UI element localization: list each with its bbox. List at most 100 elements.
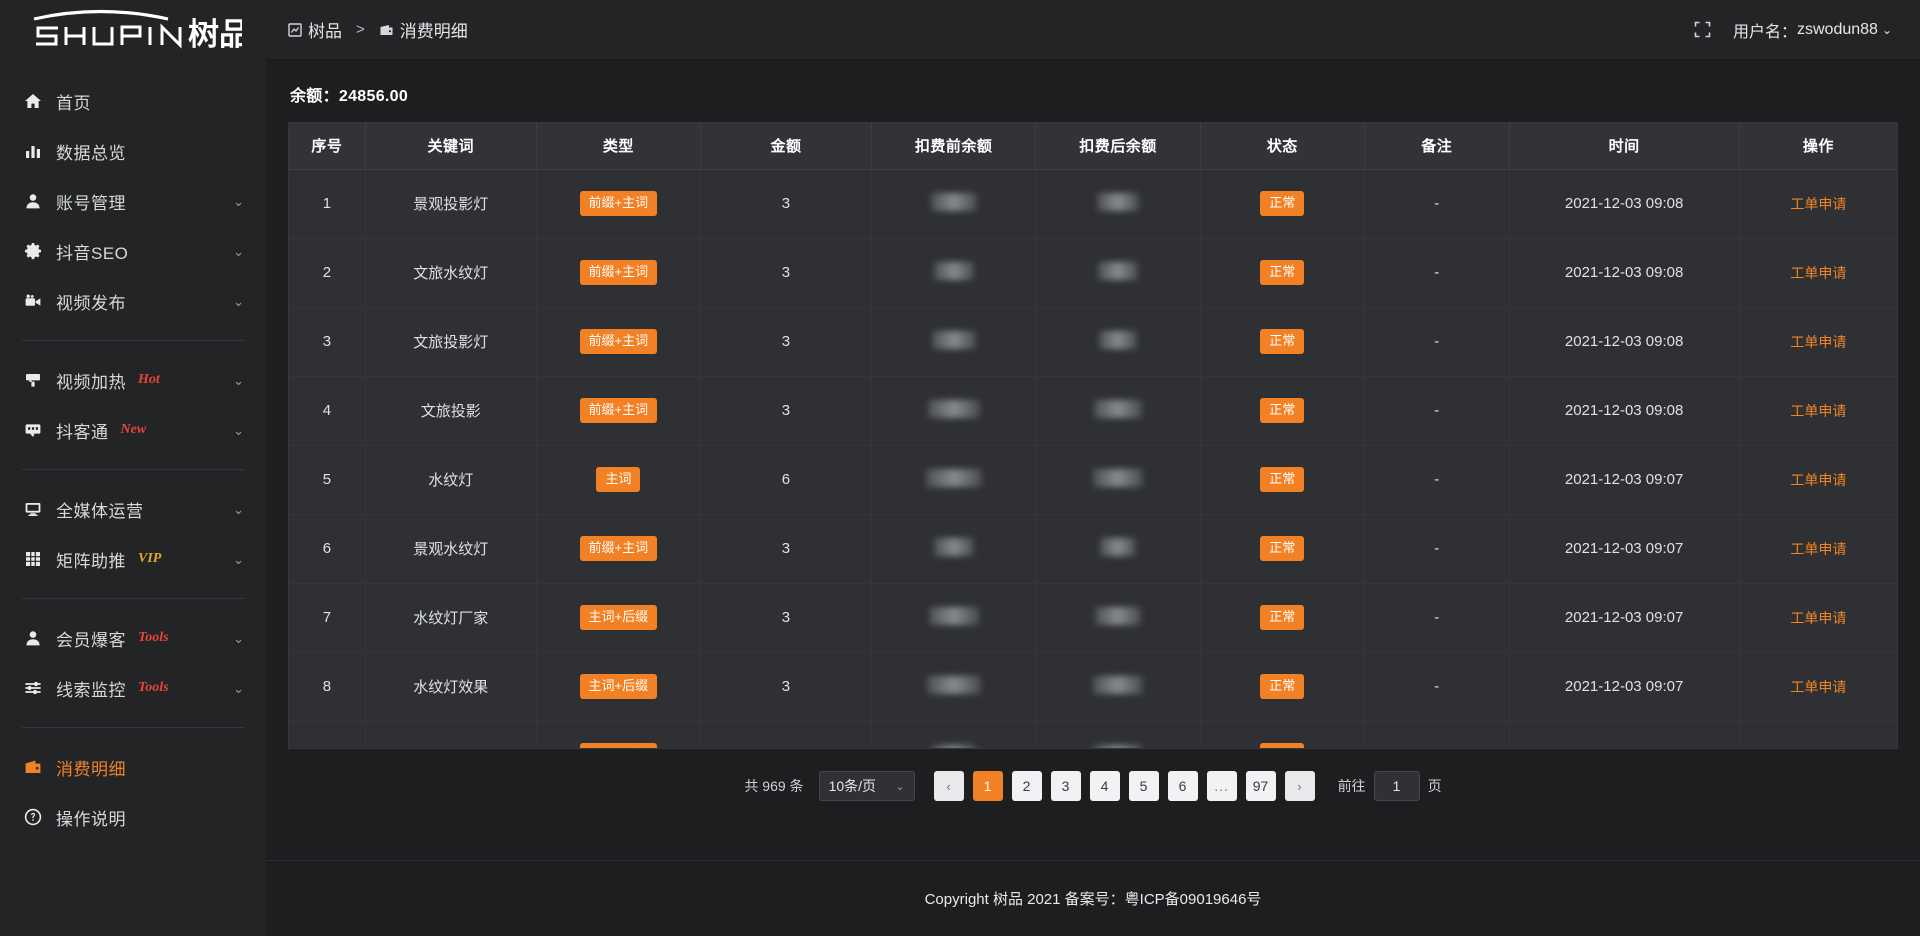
chevron-down-icon: ⌄: [233, 630, 244, 646]
cell-remark: -: [1364, 721, 1510, 748]
wallet-icon: [379, 23, 394, 37]
pagination-prev[interactable]: ‹: [933, 771, 964, 801]
cell-time: 2021-12-03 09:08: [1509, 169, 1740, 239]
cell-balance-before: [871, 307, 1037, 377]
table-row[interactable]: 6 景观水纹灯 前缀+主词 3 正常 -2021-12-03 09:07 工单申请: [289, 514, 1897, 584]
cell-index: 8: [289, 652, 366, 722]
sidebar-item-12[interactable]: 操作说明: [0, 792, 266, 842]
goto-input[interactable]: [1373, 771, 1420, 801]
pagination-page-97[interactable]: 97: [1245, 771, 1276, 801]
consumption-table-wrapper: 序号 关键词 类型 金额 扣费前余额 扣费后余额 状态 备注 时间 操作 1 景观投影灯 前缀+主词 3…: [288, 122, 1898, 749]
sidebar-nav: 首页 数据总览 账号管理 ⌄ 抖音SEO ⌄ 视频发布 ⌄ 视频加热 Hot ⌄ 抖客通 New ⌄ 全媒体…: [0, 60, 266, 842]
cell-balance-after: [1035, 376, 1201, 446]
work-order-link[interactable]: 工单申请: [1790, 402, 1847, 419]
pagination-page-4[interactable]: 4: [1089, 771, 1120, 801]
chevron-down-icon: ⌄: [895, 780, 905, 793]
cell-type: 前缀+主词: [536, 238, 702, 308]
table-row[interactable]: 1 景观投影灯 前缀+主词 3 正常 -2021-12-03 09:08 工单申请: [289, 169, 1897, 239]
pagination-page-6[interactable]: 6: [1167, 771, 1198, 801]
table-row[interactable]: 4 文旅投影 前缀+主词 3 正常 -2021-12-03 09:08 工单申请: [289, 376, 1897, 446]
type-badge: 前缀+主词: [579, 260, 658, 285]
sidebar-item-7[interactable]: 全媒体运营 ⌄: [0, 484, 266, 534]
sidebar-item-label: 抖客通: [56, 422, 109, 442]
cell-index: 2: [289, 238, 366, 308]
work-order-link[interactable]: 工单申请: [1790, 748, 1846, 749]
work-order-link[interactable]: 工单申请: [1790, 540, 1847, 557]
cell-balance-before: [871, 445, 1037, 515]
sidebar-item-3[interactable]: 抖音SEO ⌄: [0, 226, 266, 276]
table-column-header: 时间: [1509, 123, 1740, 170]
sidebar-item-10[interactable]: 线索监控 Tools ⌄: [0, 663, 266, 713]
work-order-link[interactable]: 工单申请: [1790, 333, 1847, 350]
pagination-next[interactable]: ›: [1284, 771, 1315, 801]
brand-logo[interactable]: 树品: [0, 0, 266, 60]
redacted-value: [1096, 192, 1139, 211]
table-row[interactable]: 9投影灯厂家主词+后缀 3 正常 -2021-12-03 09:07 工单申请: [289, 721, 1897, 749]
work-order-link[interactable]: 工单申请: [1790, 609, 1847, 626]
table-row[interactable]: 8 水纹灯效果 主词+后缀 3 正常 -2021-12-03 09:07 工单申请: [289, 652, 1897, 722]
cell-status: 正常: [1200, 652, 1365, 722]
sidebar-item-2[interactable]: 账号管理 ⌄: [0, 176, 266, 226]
cell-time: 2021-12-03 09:08: [1509, 376, 1740, 446]
status-badge: 正常: [1260, 398, 1305, 423]
cell-status: 正常: [1200, 721, 1365, 748]
user-name: zswodun88: [1796, 20, 1878, 38]
work-order-link[interactable]: 工单申请: [1790, 678, 1847, 695]
content: 余额：24856.00 序号 关键词 类型 金额 扣费前余额 扣费后余额 状态 备注 时间 操作 …: [266, 60, 1920, 860]
table-row[interactable]: 5 水纹灯 主词 6 正常 -2021-12-03 09:07 工单申请: [289, 445, 1897, 515]
sidebar-item-1[interactable]: 数据总览: [0, 126, 266, 176]
cell-index: 4: [289, 376, 366, 446]
consumption-table: 序号 关键词 类型 金额 扣费前余额 扣费后余额 状态 备注 时间 操作 1 景观投影灯 前缀+主词 3…: [289, 123, 1897, 749]
pagination-page-2[interactable]: 2: [1011, 771, 1042, 801]
breadcrumb: 树品 > 消费明细: [288, 17, 468, 42]
redacted-value: [1097, 261, 1138, 280]
type-badge: 前缀+主词: [579, 398, 658, 423]
cell-action: 工单申请: [1739, 307, 1897, 377]
work-order-link[interactable]: 工单申请: [1790, 471, 1847, 488]
cell-keyword: 投影灯厂家: [365, 721, 537, 748]
cell-time: 2021-12-03 09:07: [1509, 445, 1740, 515]
pagination-page-3[interactable]: 3: [1050, 771, 1081, 801]
type-badge: 前缀+主词: [579, 191, 658, 216]
cell-balance-before: [871, 514, 1037, 584]
cell-time: 2021-12-03 09:08: [1509, 307, 1740, 377]
sidebar-item-label: 会员爆客: [56, 630, 126, 650]
sidebar-item-11[interactable]: 消费明细: [0, 742, 266, 792]
work-order-link[interactable]: 工单申请: [1790, 264, 1847, 281]
sidebar-item-label: 线索监控: [56, 680, 126, 700]
type-badge: 前缀+主词: [579, 329, 658, 354]
goto-suffix: 页: [1427, 778, 1442, 794]
work-order-link[interactable]: 工单申请: [1790, 195, 1847, 212]
cell-remark: -: [1364, 238, 1510, 308]
cell-time: 2021-12-03 09:07: [1509, 721, 1740, 748]
sidebar-item-5[interactable]: 视频加热 Hot ⌄: [0, 355, 266, 405]
sidebar-item-0[interactable]: 首页: [0, 76, 266, 126]
cell-balance-before: [871, 652, 1037, 722]
redacted-value: [931, 330, 976, 349]
table-row[interactable]: 7 水纹灯厂家 主词+后缀 3 正常 -2021-12-03 09:07 工单申请: [289, 583, 1897, 653]
table-header-row: 序号 关键词 类型 金额 扣费前余额 扣费后余额 状态 备注 时间 操作: [289, 123, 1897, 170]
cell-remark: -: [1364, 376, 1510, 446]
sidebar-item-6[interactable]: 抖客通 New ⌄: [0, 405, 266, 455]
user-menu[interactable]: 用户名： zswodun88 ⌄: [1733, 18, 1892, 42]
table-row[interactable]: 3 文旅投影灯 前缀+主词 3 正常 -2021-12-03 09:08 工单申请: [289, 307, 1897, 377]
pagination-page-1[interactable]: 1: [972, 771, 1003, 801]
gear-icon: [22, 240, 44, 262]
sidebar-item-9[interactable]: 会员爆客 Tools ⌄: [0, 613, 266, 663]
cell-amount: 3: [700, 238, 872, 308]
breadcrumb-item-current[interactable]: 消费明细: [379, 17, 468, 42]
sidebar-item-8[interactable]: 矩阵助推 VIP ⌄: [0, 534, 266, 584]
redacted-value: [1099, 537, 1136, 556]
page-size-select[interactable]: 10条/页 ⌄: [818, 771, 915, 801]
pagination-ellipsis[interactable]: ...: [1206, 771, 1237, 801]
table-row[interactable]: 2 文旅水纹灯 前缀+主词 3 正常 -2021-12-03 09:08 工单申请: [289, 238, 1897, 308]
cell-balance-after: [1035, 514, 1201, 584]
cell-keyword: 景观投影灯: [365, 169, 537, 239]
pagination-page-5[interactable]: 5: [1128, 771, 1159, 801]
breadcrumb-item-root[interactable]: 树品: [288, 17, 342, 42]
cell-action: 工单申请: [1739, 445, 1897, 515]
sidebar-item-4[interactable]: 视频发布 ⌄: [0, 276, 266, 326]
cell-index: 7: [289, 583, 366, 653]
fullscreen-icon[interactable]: [1694, 21, 1711, 38]
topbar: 树品 > 消费明细 用户名： zswodun: [266, 0, 1920, 60]
